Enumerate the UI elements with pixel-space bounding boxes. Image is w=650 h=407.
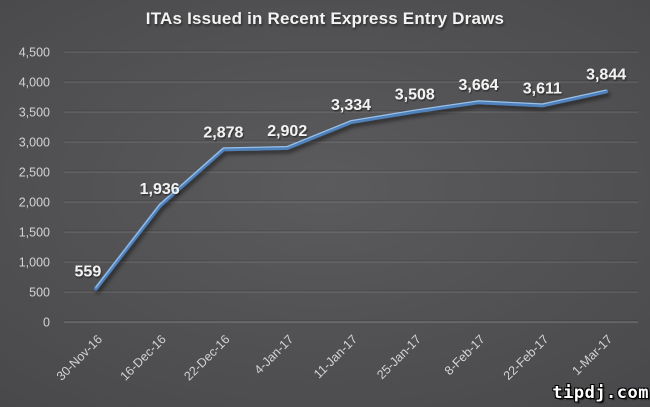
data-series-line [93,89,609,291]
x-tick-label: 16-Dec-16 [118,332,169,383]
y-tick-label: 2,500 [19,166,50,180]
y-tick-label: 4,500 [19,46,50,60]
y-tick-label: 3,500 [19,106,50,120]
x-tick-label: 22-Dec-16 [181,332,232,383]
x-axis-tick-labels: 30-Nov-16 16-Dec-16 22-Dec-16 4-Jan-17 11-Ja… [54,332,615,383]
y-tick-label: 3,000 [19,136,50,150]
data-point-label: 3,664 [459,77,499,94]
chart-title: ITAs Issued in Recent Express Entry Draw… [145,9,505,28]
data-point-label: 3,334 [331,97,371,114]
y-tick-label: 4,000 [19,76,50,90]
y-tick-label: 1,000 [19,256,50,270]
data-point-label: 3,844 [586,66,626,83]
y-tick-label: 500 [29,286,50,300]
x-tick-label: 25-Jan-17 [374,332,424,382]
x-tick-label: 30-Nov-16 [54,332,105,383]
data-point-label: 2,902 [267,123,307,140]
y-tick-label: 2,000 [19,196,50,210]
data-series-line-highlight [95,89,607,288]
data-point-label: 2,878 [203,124,243,141]
x-tick-label: 1-Mar-17 [569,332,615,378]
x-tick-label: 8-Feb-17 [442,332,488,378]
data-point-label: 1,936 [140,181,180,198]
x-tick-label: 11-Jan-17 [311,332,360,381]
x-tick-label: 4-Jan-17 [252,332,297,377]
data-point-labels: 559 1,936 2,878 2,902 3,334 3,508 3,664 3,611 3,… [75,66,627,280]
data-point-label: 3,611 [523,80,562,97]
data-point-label: 3,508 [395,87,435,104]
y-tick-label: 0 [43,316,50,330]
gridlines [64,50,638,323]
watermark-text: tipdj.com [552,383,649,403]
data-point-label: 559 [75,263,102,280]
y-axis-tick-labels: 0 500 1,000 1,500 2,000 2,500 3,000 3,500 4,000 4… [19,46,50,330]
y-tick-label: 1,500 [19,226,50,240]
x-tick-label: 22-Feb-17 [501,332,552,383]
